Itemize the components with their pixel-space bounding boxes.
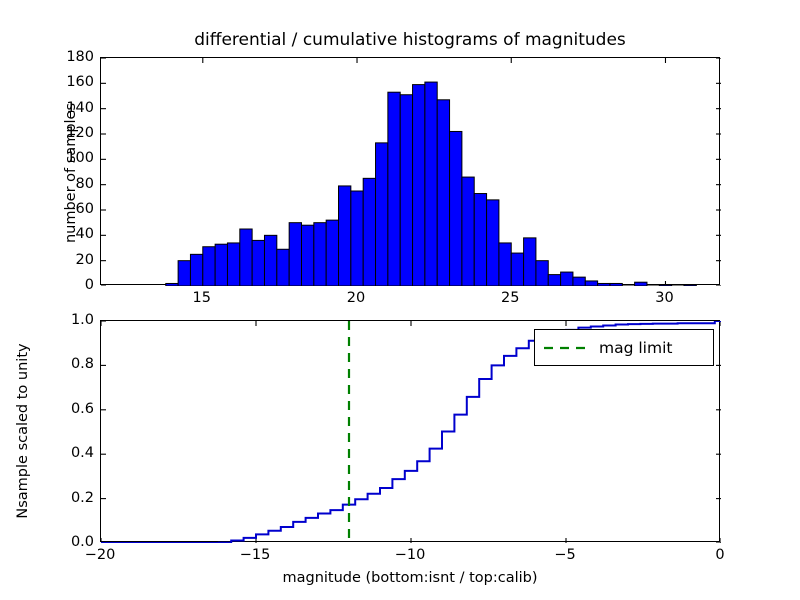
ytick-label: 40 xyxy=(75,226,94,243)
histogram-bar xyxy=(387,91,401,286)
histogram-bar xyxy=(486,199,500,286)
xtick-label: 0 xyxy=(715,547,725,563)
xtick-label: −10 xyxy=(394,547,426,563)
page-title: differential / cumulative histograms of … xyxy=(194,30,626,50)
ytick-label: 160 xyxy=(66,74,94,91)
xtick-label: −5 xyxy=(554,547,576,563)
histogram-bar xyxy=(584,280,599,286)
xtick-label: 25 xyxy=(501,290,520,306)
histogram-bar xyxy=(412,84,426,286)
histogram-bar xyxy=(338,185,352,286)
histogram-bar xyxy=(288,222,302,286)
ytick-label: 120 xyxy=(66,125,94,141)
ytick-label: 0.6 xyxy=(70,400,94,417)
histogram-bar xyxy=(535,260,549,286)
differential-histogram-plot xyxy=(101,58,721,286)
histogram-bar xyxy=(350,190,364,286)
histogram-bar xyxy=(239,228,253,286)
histogram-bar xyxy=(165,282,179,286)
histogram-bar xyxy=(572,276,586,286)
histogram-bar xyxy=(202,246,216,286)
xtick-label: −20 xyxy=(84,547,116,563)
ytick-label: 0.2 xyxy=(70,489,94,506)
histogram-bar xyxy=(510,252,525,286)
legend-label-mag-limit: mag limit xyxy=(599,338,673,357)
histogram-bar xyxy=(461,176,475,286)
xtick-label: 30 xyxy=(655,290,674,306)
histogram-bar xyxy=(189,253,204,286)
ytick-label: 0.4 xyxy=(70,445,94,462)
ytick-label: 100 xyxy=(66,150,94,167)
histogram-bar xyxy=(424,81,438,286)
xtick-label: 20 xyxy=(346,290,366,306)
histogram-bar xyxy=(436,99,451,286)
histogram-bar xyxy=(300,224,315,286)
top-axis-ylabel: number of samples xyxy=(63,102,79,244)
bottom-axis-ytick-labels: 0.0 0.2 0.4 0.6 0.8 1.0 xyxy=(48,312,94,550)
bottom-axis-xtick-labels: −20 −15 −10 −5 0 xyxy=(85,547,725,567)
histogram-bar xyxy=(362,177,377,286)
ytick-label: 60 xyxy=(75,201,94,217)
histogram-bar xyxy=(683,284,697,286)
ytick-label: 180 xyxy=(66,49,94,65)
ytick-label: 0.0 xyxy=(70,534,94,550)
histogram-bar xyxy=(523,237,537,286)
ytick-label: 20 xyxy=(75,251,94,268)
bottom-axis-xlabel: magnitude (bottom:isnt / top:calib) xyxy=(282,570,538,586)
histogram-bar xyxy=(473,193,488,286)
bottom-axis-ylabel: Nsample scaled to unity xyxy=(15,343,31,519)
legend: mag limit xyxy=(534,329,714,366)
cumulative-curve xyxy=(101,321,721,543)
histogram-bar xyxy=(609,282,623,286)
xtick-label: 15 xyxy=(192,290,212,306)
differential-histogram-axes xyxy=(100,57,721,286)
histogram-bars xyxy=(165,81,697,286)
ytick-label: 140 xyxy=(66,99,94,116)
ytick-label: 0.8 xyxy=(70,356,94,373)
histogram-bar xyxy=(547,274,562,286)
histogram-bar xyxy=(375,142,389,286)
histogram-bar xyxy=(597,282,611,286)
histogram-bar xyxy=(325,219,340,286)
cumulative-histogram-plot xyxy=(101,321,721,543)
histogram-bar xyxy=(449,130,463,286)
ytick-label: 0 xyxy=(84,277,94,293)
histogram-bar xyxy=(313,222,327,286)
ytick-label: 1.0 xyxy=(70,312,94,328)
histogram-bar xyxy=(634,281,648,286)
histogram-bar xyxy=(560,271,574,286)
histogram-bar xyxy=(214,243,228,286)
mag-limit-legend-swatch xyxy=(544,346,586,349)
histogram-bar xyxy=(226,242,241,286)
histogram-bar xyxy=(498,242,512,286)
top-axis-xtick-labels: 15 20 25 30 xyxy=(100,290,720,310)
histogram-bar xyxy=(399,94,414,286)
xtick-label: −15 xyxy=(239,547,271,563)
ytick-label: 80 xyxy=(75,175,94,192)
histogram-bar xyxy=(251,239,265,286)
histogram-bar xyxy=(276,248,290,286)
histogram-bar xyxy=(263,234,278,286)
histogram-bar xyxy=(658,284,673,286)
top-axis-ytick-labels: 0 20 40 60 80 100 120 140 160 180 xyxy=(52,49,94,293)
histogram-bar xyxy=(177,260,191,286)
